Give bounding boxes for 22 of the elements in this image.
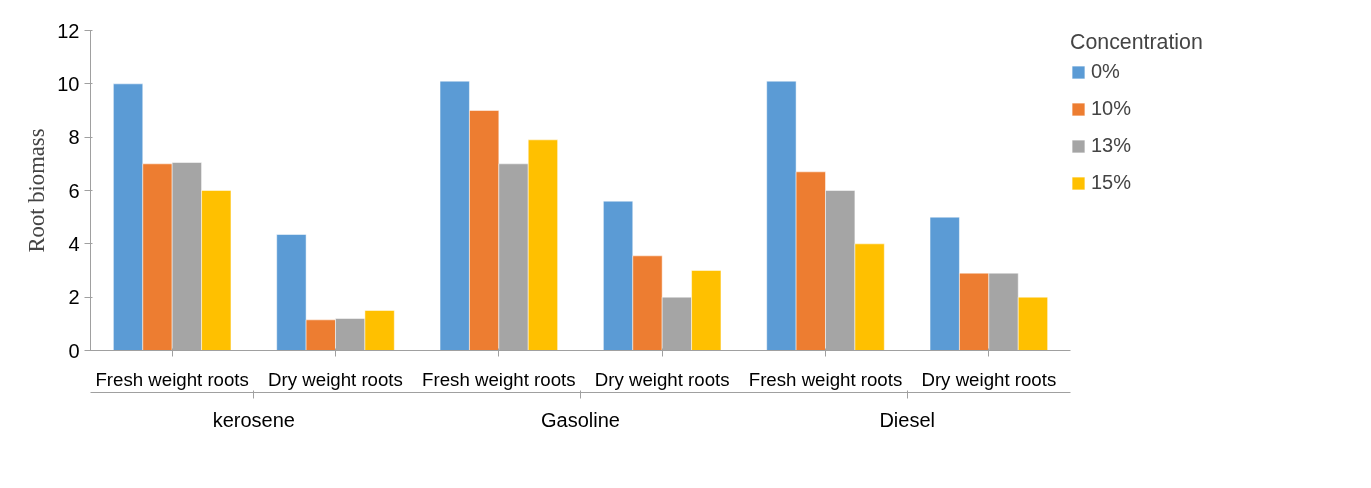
y-axis-title: Root biomass <box>24 128 50 253</box>
legend-label: 15% <box>1091 171 1132 194</box>
legend-label: 10% <box>1091 97 1132 120</box>
text: Diesel <box>879 408 935 431</box>
y-tick-label: 2 <box>68 286 80 309</box>
x-tick-label: Dry weight roots <box>268 368 403 390</box>
x-tick-label: Dry weight roots <box>921 368 1057 390</box>
x-tick-label: Fresh weight roots <box>748 368 903 390</box>
y-tick-label: 12 <box>57 19 80 42</box>
text: Gasoline <box>541 408 620 431</box>
legend-title: Concentration <box>1070 30 1203 55</box>
text: kerosene <box>212 408 295 431</box>
legend-label: 0% <box>1091 60 1120 83</box>
x-tick-label: Fresh weight roots <box>95 368 249 390</box>
y-tick-label: 4 <box>68 232 80 255</box>
y-tick-label: 6 <box>68 179 80 202</box>
y-tick-label: 10 <box>57 72 80 95</box>
x-tick-label: Fresh weight roots <box>422 368 576 390</box>
y-tick-label: 0 <box>68 339 80 362</box>
legend-label: 13% <box>1091 134 1132 157</box>
y-tick-label: 8 <box>68 126 80 149</box>
x-tick-label: Dry weight roots <box>594 368 730 390</box>
